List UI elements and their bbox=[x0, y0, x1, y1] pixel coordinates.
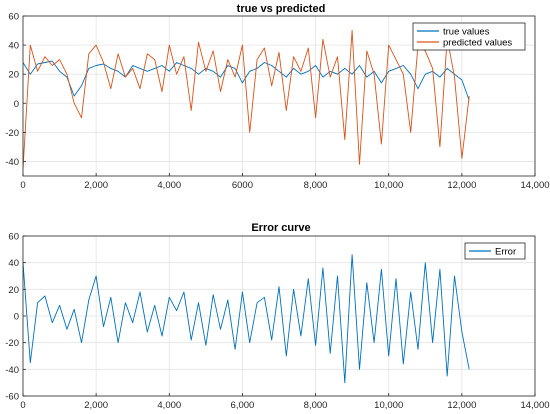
x-tick-label: 10,000 bbox=[374, 180, 403, 191]
y-axis-ticks: -60 -40 -20 0 20 40 60 bbox=[5, 232, 26, 403]
x-tick-label: 8,000 bbox=[304, 400, 328, 411]
y-tick-label: -60 bbox=[5, 392, 19, 403]
x-axis-ticks: 0 2,000 4,000 6000 8,000 10,000 12,000 14,000 bbox=[20, 173, 550, 191]
x-tick-label: 10,000 bbox=[374, 400, 403, 411]
legend-box bbox=[464, 242, 526, 260]
y-axis-ticks: -40 -20 0 20 40 60 bbox=[5, 12, 26, 168]
x-tick-label: 14,000 bbox=[520, 180, 549, 191]
y-tick-label: 20 bbox=[8, 285, 19, 296]
y-tick-label: 40 bbox=[8, 41, 19, 52]
legend-box bbox=[412, 22, 526, 51]
y-tick-label: 60 bbox=[8, 232, 19, 243]
series-line-predicted-values bbox=[23, 30, 470, 169]
x-tick-label: 6000 bbox=[232, 180, 253, 191]
x-axis-ticks: 0 2,000 4,000 6,000 8,000 10,000 12,000 14,000 bbox=[20, 393, 550, 411]
y-tick-label: -40 bbox=[5, 365, 19, 376]
series-lines bbox=[23, 30, 470, 169]
y-tick-label: -20 bbox=[5, 338, 19, 349]
chart-true-vs-predicted: true vs predicted 0 2,000 4,000 6000 8,000 10… bbox=[5, 3, 549, 191]
x-tick-label: 6,000 bbox=[231, 400, 255, 411]
x-tick-label: 14,000 bbox=[520, 400, 549, 411]
x-tick-label: 2,000 bbox=[84, 400, 108, 411]
y-tick-label: 0 bbox=[14, 99, 19, 110]
legend-label-predicted-values: predicted values bbox=[443, 38, 512, 49]
series-lines bbox=[23, 254, 470, 384]
legend[interactable]: Error bbox=[464, 242, 526, 260]
series-line-true-values bbox=[23, 60, 470, 101]
x-tick-label: 0 bbox=[20, 180, 25, 191]
x-tick-label: 12,000 bbox=[447, 180, 476, 191]
x-tick-label: 2,000 bbox=[84, 180, 108, 191]
y-tick-label: 0 bbox=[14, 312, 19, 323]
y-tick-label: 40 bbox=[8, 258, 19, 269]
y-tick-label: 60 bbox=[8, 12, 19, 23]
legend-label-error: Error bbox=[495, 247, 516, 258]
legend[interactable]: true values predicted values bbox=[412, 22, 526, 51]
grid-lines bbox=[22, 235, 536, 397]
legend-label-true-values: true values bbox=[443, 27, 490, 38]
chart-error-curve: Error curve 0 2,000 4,000 6,000 8,000 10,000 1… bbox=[5, 222, 549, 411]
chart-title: true vs predicted bbox=[237, 3, 326, 15]
chart-title: Error curve bbox=[251, 222, 310, 234]
plot-area-frame bbox=[22, 15, 536, 177]
y-tick-label: -20 bbox=[5, 128, 19, 139]
x-tick-label: 4,000 bbox=[157, 180, 181, 191]
x-tick-label: 4,000 bbox=[157, 400, 181, 411]
x-tick-label: 8,000 bbox=[304, 180, 328, 191]
series-line-error bbox=[23, 254, 470, 384]
y-tick-label: -40 bbox=[5, 157, 19, 168]
x-tick-label: 12,000 bbox=[447, 400, 476, 411]
x-tick-label: 0 bbox=[20, 400, 25, 411]
y-tick-label: 20 bbox=[8, 70, 19, 81]
